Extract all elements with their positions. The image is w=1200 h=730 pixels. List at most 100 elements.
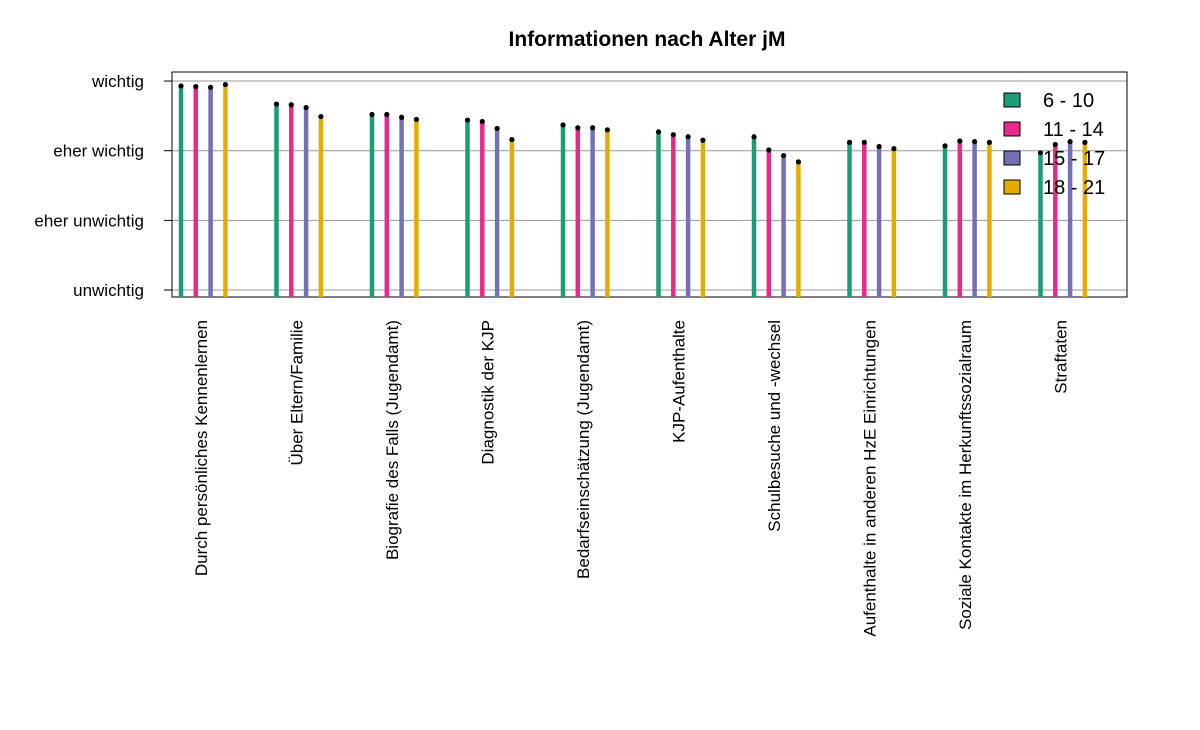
legend-label: 6 - 10 (1043, 90, 1094, 112)
bar (766, 150, 772, 297)
legend-label: 18 - 21 (1043, 177, 1105, 199)
bar (700, 140, 706, 297)
bar (671, 134, 676, 297)
bar (876, 146, 882, 297)
bar-point (1067, 139, 1073, 145)
bar (480, 121, 485, 297)
x-tick-label: Soziale Kontakte im Herkunftssozialraum (956, 320, 975, 630)
bar (781, 155, 786, 297)
bar (193, 86, 199, 298)
bar-point (846, 139, 853, 145)
bar (942, 145, 948, 297)
plot-frame (171, 71, 1128, 298)
bar-point (288, 102, 294, 108)
y-tick-label: unwichtig (73, 281, 144, 300)
x-tick-label: Biografie des Falls (Jugendamt) (383, 320, 402, 560)
bar-point (1052, 141, 1058, 148)
legend-label: 11 - 14 (1043, 119, 1104, 141)
bar (384, 114, 390, 297)
bar-point (178, 83, 184, 89)
x-tick-label: Schulbesuche und -wechsel (765, 320, 784, 532)
x-tick-label: Durch persönliches Kennenlernen (192, 320, 211, 576)
bar (751, 136, 757, 297)
x-axis: Durch persönliches Kennenlernen Über Elte… (192, 320, 1070, 637)
bar (1082, 142, 1088, 297)
bar (560, 124, 566, 297)
bar (575, 127, 581, 297)
bar-point (384, 111, 390, 118)
bar-point (303, 104, 309, 111)
bar (208, 87, 213, 298)
bar-point (590, 125, 596, 131)
x-tick-label: Bedarfseinschätzung (Jugendamt) (574, 320, 593, 579)
x-tick-label: Über Eltern/Familie (288, 320, 307, 466)
chart-title: Informationen nach Alter jM (509, 28, 786, 51)
x-tick-label: Aufenthalte in anderen HzE Einrichtungen (861, 320, 880, 637)
bar-point (560, 122, 566, 128)
legend-swatch (1003, 121, 1021, 137)
bar (862, 142, 867, 297)
x-tick-label: KJP-Aufenthalte (670, 320, 689, 443)
y-tick-label: eher wichtig (53, 142, 144, 161)
legend-label: 15 - 17 (1043, 148, 1105, 170)
grid-lines (172, 80, 1127, 291)
bar-point (986, 139, 993, 145)
bar (1067, 141, 1073, 297)
bar-point (604, 127, 611, 133)
y-tick-label: eher unwichtig (34, 211, 144, 230)
bar (494, 128, 500, 297)
bar (223, 84, 228, 297)
bar-point (369, 111, 375, 118)
bar (289, 104, 294, 298)
y-tick-label: wichtig (91, 72, 144, 91)
bar-point (795, 159, 802, 165)
bar-point (575, 125, 581, 131)
bar (685, 136, 691, 297)
bar-point (273, 101, 280, 107)
bar-point (957, 138, 963, 144)
bar-point (413, 116, 419, 122)
x-tick-label: Straftaten (1052, 320, 1071, 394)
bar (605, 129, 610, 297)
bar-point (942, 143, 948, 149)
bar (972, 141, 977, 297)
bar-point (222, 81, 228, 88)
bar (847, 142, 852, 297)
bar (178, 85, 184, 297)
bar (656, 131, 661, 297)
bar-point (781, 152, 787, 159)
bar-point (891, 146, 897, 152)
bar-point (655, 129, 662, 135)
bar-point (670, 132, 676, 138)
bar (987, 142, 992, 297)
bar (1053, 144, 1058, 297)
bar-point (751, 134, 757, 140)
bar-point (193, 84, 199, 90)
bar-point (479, 118, 485, 125)
bar (303, 107, 309, 298)
bar (465, 120, 470, 297)
legend-swatch (1003, 179, 1021, 195)
bar (957, 140, 963, 297)
bar (414, 119, 419, 297)
bar (369, 114, 375, 297)
bar-point (1037, 150, 1044, 156)
bar-point (685, 134, 691, 140)
bar-point (208, 84, 214, 90)
bars (178, 81, 1088, 298)
legend-swatch (1003, 150, 1021, 166)
x-tick-label: Diagnostik der KJP (479, 320, 498, 465)
bar (1038, 152, 1043, 297)
bar-point (972, 139, 978, 145)
legend: 6 - 10 11 - 14 15 - 17 18 - 21 (1003, 90, 1105, 199)
bar (318, 116, 324, 297)
bar-point (509, 136, 515, 143)
bar-point (766, 147, 772, 153)
y-axis: unwichtig eher unwichtig eher wichtig wicht… (34, 72, 172, 300)
bar (590, 127, 595, 297)
bar (509, 139, 515, 297)
bar-point (399, 114, 405, 120)
bar-point (861, 139, 867, 145)
